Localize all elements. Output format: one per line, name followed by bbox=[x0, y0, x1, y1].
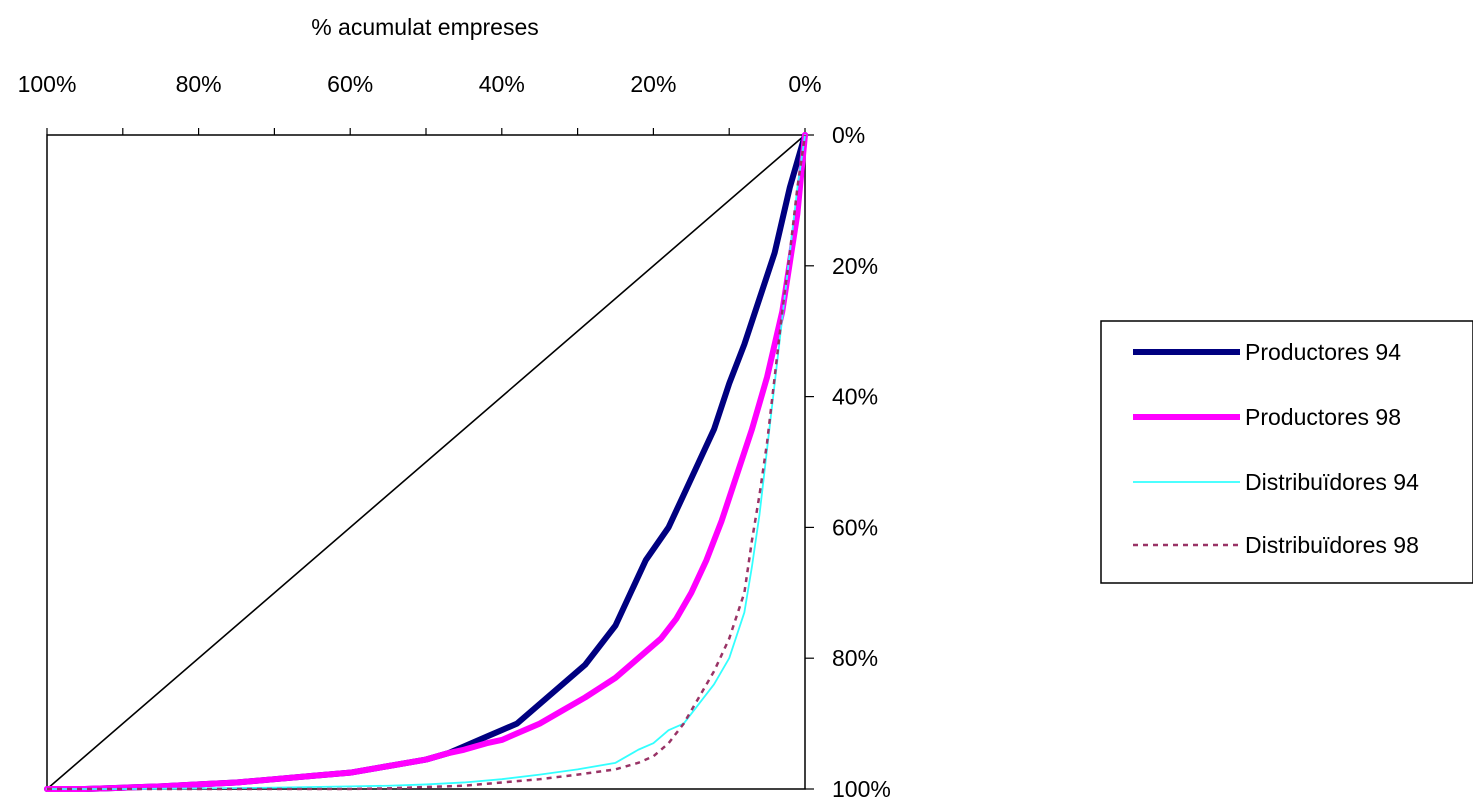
equality-line bbox=[46, 134, 806, 790]
y-tick-label: 20% bbox=[832, 253, 878, 279]
series-line-4 bbox=[47, 134, 807, 791]
series-line-2 bbox=[44, 132, 808, 792]
x-tick-label: 80% bbox=[176, 71, 222, 97]
legend-box bbox=[1100, 320, 1473, 584]
y-tick-label: 40% bbox=[832, 384, 878, 410]
x-tick-label: 60% bbox=[327, 71, 373, 97]
y-tick-label: 60% bbox=[832, 514, 878, 540]
x-tick-label: 40% bbox=[479, 71, 525, 97]
x-tick-label: 0% bbox=[788, 71, 821, 97]
legend-label-4: Distribuïdores 98 bbox=[1245, 532, 1419, 558]
plot-series bbox=[44, 132, 808, 792]
y-tick-label: 0% bbox=[832, 122, 865, 148]
x-tick-label: 20% bbox=[630, 71, 676, 97]
legend-label-3: Distribuïdores 94 bbox=[1245, 469, 1419, 495]
x-axis: 100% 80% 60% 40% 20% 0% bbox=[18, 71, 822, 135]
x-tick-label: 100% bbox=[18, 71, 77, 97]
y-axis: 0% 20% 40% 60% 80% 100% bbox=[805, 122, 891, 800]
legend-label-1: Productores 94 bbox=[1245, 339, 1401, 365]
y-tick-label: 100% bbox=[832, 776, 891, 800]
y-tick-label: 80% bbox=[832, 645, 878, 671]
plot-area bbox=[46, 134, 806, 790]
series-line-3 bbox=[46, 134, 806, 790]
x-axis-title: % acumulat empreses bbox=[311, 14, 539, 40]
legend-label-2: Productores 98 bbox=[1245, 404, 1401, 430]
legend: Productores 94 Productores 98 Distribuïdor… bbox=[1100, 320, 1473, 584]
